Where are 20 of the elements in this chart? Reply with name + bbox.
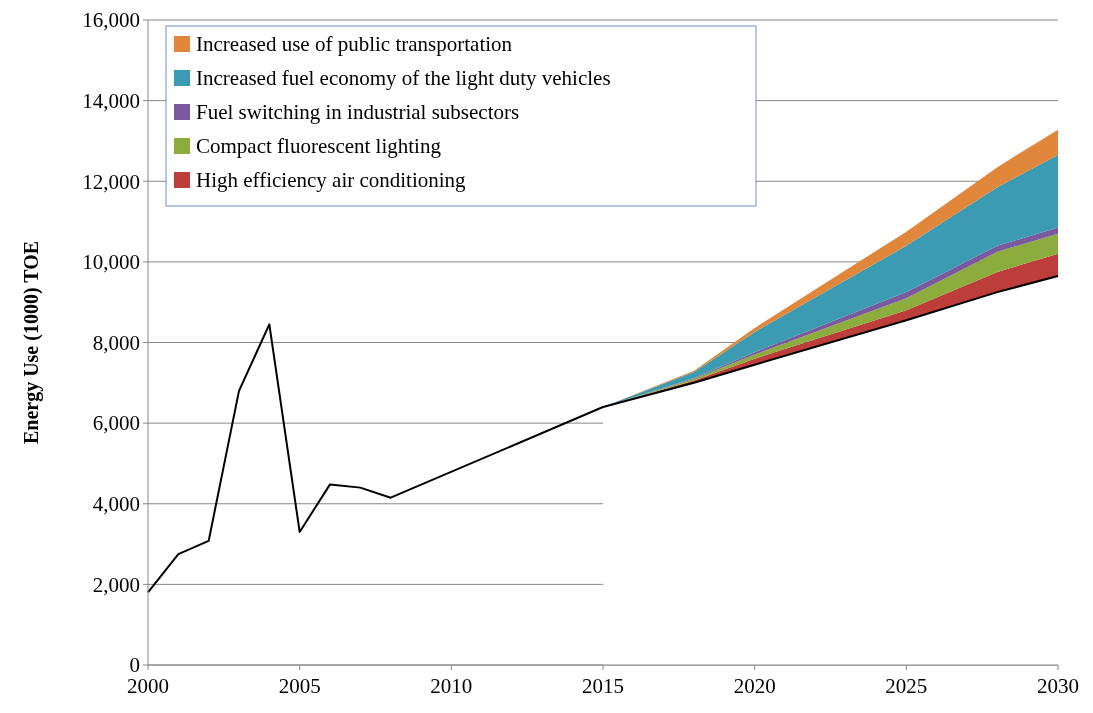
y-tick-label: 6,000 bbox=[92, 411, 140, 436]
y-tick-label: 16,000 bbox=[82, 8, 140, 33]
x-tick-label: 2005 bbox=[278, 674, 321, 698]
legend-label: Fuel switching in industrial subsectors bbox=[196, 100, 520, 125]
x-tick-label: 2025 bbox=[885, 674, 928, 698]
x-tick-label: 2015 bbox=[582, 674, 624, 698]
y-tick-label: 8,000 bbox=[92, 330, 140, 355]
legend-label: Increased use of public transportation bbox=[196, 32, 513, 57]
y-tick-label: 12,000 bbox=[82, 169, 140, 194]
y-tick-label: 4,000 bbox=[92, 492, 140, 517]
y-tick-label: 14,000 bbox=[82, 88, 140, 113]
x-tick-label: 2020 bbox=[733, 674, 776, 698]
y-tick-label: 10,000 bbox=[82, 250, 140, 275]
y-tick-label: 2,000 bbox=[92, 572, 140, 597]
x-tick-label: 2030 bbox=[1037, 674, 1079, 698]
legend-label: Compact fluorescent lighting bbox=[196, 134, 442, 159]
legend-label: Increased fuel economy of the light duty vehicles bbox=[196, 66, 611, 91]
y-axis-title: Energy Use (1000) TOE bbox=[20, 240, 43, 445]
x-tick-label: 2010 bbox=[430, 674, 473, 698]
legend-label: High efficiency air conditioning bbox=[196, 168, 467, 193]
